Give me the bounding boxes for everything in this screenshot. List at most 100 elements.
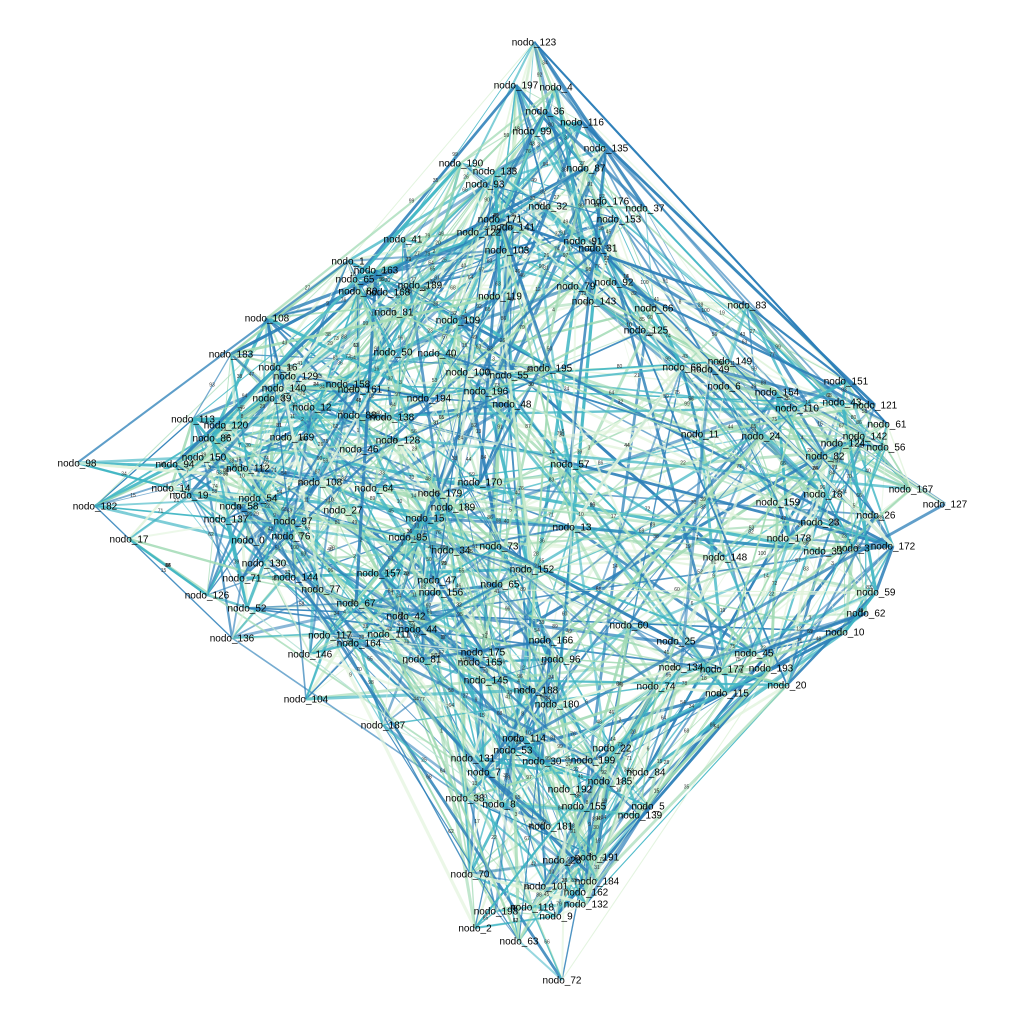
edge-weight-label: 34 — [319, 385, 325, 391]
graph-edge — [463, 771, 486, 799]
edge-weight-label: 44 — [466, 457, 472, 463]
edge-weight-label: 46 — [456, 584, 462, 590]
edge-weight-label: 86 — [487, 515, 493, 521]
edge-weight-label: 27 — [463, 694, 469, 700]
node-label: nodo_196 — [464, 387, 509, 398]
edge-weight-label: 14 — [521, 247, 527, 253]
graph-edge — [611, 666, 772, 750]
edge-weight-label: 79 — [425, 252, 431, 258]
graph-edge — [174, 463, 248, 609]
edge-weight-label: 85 — [571, 878, 577, 884]
edge-weight-label: 32 — [285, 570, 291, 576]
graph-edge — [478, 218, 621, 483]
graph-edge — [416, 628, 544, 762]
graph-edge — [533, 41, 888, 425]
graph-edge — [440, 582, 501, 594]
graph-edge — [556, 442, 844, 705]
edge-weight-label: 17 — [513, 918, 519, 924]
graph-edge — [309, 383, 349, 655]
edge-weight-label: 46 — [858, 608, 864, 614]
edge-weight-label: 8 — [448, 508, 451, 514]
edge-weight-label: 3 — [564, 136, 567, 142]
graph-edge — [721, 652, 755, 670]
edge-weight-label: 13 — [581, 291, 587, 297]
edge-weight-label: 2 — [605, 261, 608, 267]
graph-edge — [681, 365, 725, 388]
graph-edge — [729, 360, 877, 516]
graph-edge — [474, 666, 682, 929]
graph-edge — [646, 666, 683, 807]
graph-edge — [174, 463, 407, 617]
edge-weight-label: 34 — [396, 594, 402, 600]
edge-weight-label: 3 — [809, 616, 812, 622]
edge-weight-label: 59 — [504, 133, 510, 139]
edge-weight-label: 19 — [595, 839, 601, 845]
edge-weight-label: 65 — [751, 424, 757, 430]
node-label: nodo_168 — [366, 288, 411, 299]
node-label: nodo_114 — [502, 734, 546, 745]
edge-weight-label: 87 — [315, 470, 321, 476]
edge-weight-label: 15 — [462, 343, 468, 349]
graph-edge — [387, 633, 521, 942]
edge-weight-label: 79 — [406, 257, 412, 263]
edge-weight-label: 3 — [708, 366, 711, 372]
node-label: nodo_26 — [857, 511, 896, 522]
node-label: nodo_185 — [588, 777, 633, 788]
node-label: nodo_122 — [457, 228, 502, 239]
edge-weight-label: 15 — [236, 458, 242, 464]
graph-edge — [206, 518, 227, 596]
edge-weight-label: 81 — [335, 520, 341, 526]
node-label: nodo_12 — [293, 403, 332, 414]
node-label: nodo_155 — [562, 802, 607, 813]
graph-edge — [534, 434, 763, 692]
graph-edge — [169, 418, 195, 489]
edge-weight-label: 26 — [812, 466, 818, 472]
edge-weight-label: 71 — [548, 513, 554, 519]
node-label: nodo_149 — [708, 357, 753, 368]
node-label: nodo_167 — [889, 485, 934, 496]
edge-weight-label: 32 — [379, 277, 385, 283]
edge-weight-label: 82 — [748, 530, 754, 536]
graph-edge — [584, 666, 683, 893]
graph-edge — [495, 910, 520, 942]
edge-weight-label: 100 — [290, 545, 299, 551]
graph-edge — [788, 536, 894, 548]
edge-weight-label: 74 — [212, 484, 218, 490]
graph-edge — [556, 366, 683, 705]
edge-weight-label: 99 — [665, 357, 671, 363]
edge-weight-label: 29 — [412, 447, 418, 453]
edge-weight-label: 84 — [829, 471, 835, 477]
graph-edge — [777, 446, 887, 503]
node-label: nodo_179 — [418, 489, 463, 500]
graph-edge — [729, 360, 887, 448]
node-label: nodo_110 — [775, 404, 819, 415]
node-label: nodo_4 — [539, 83, 573, 94]
edge-weight-label: 96 — [247, 512, 253, 518]
graph-edge — [356, 413, 500, 548]
edge-weight-label: 33 — [700, 505, 706, 511]
node-label: nodo_22 — [593, 744, 632, 755]
edge-weight-label: 35 — [539, 559, 545, 565]
edge-weight-label: 2 — [360, 538, 363, 544]
edge-weight-label: 69 — [807, 629, 813, 635]
edge-weight-label: 42 — [531, 862, 537, 868]
node-label: nodo_181 — [529, 822, 574, 833]
graph-edge — [211, 437, 390, 635]
edge-weight-label: 58 — [448, 688, 454, 694]
edge-weight-label: 35 — [433, 178, 439, 184]
node-label: nodo_55 — [490, 371, 529, 382]
node-label: nodo_5 — [631, 802, 665, 813]
edge-weight-label: 86 — [710, 723, 716, 729]
edge-weight-label: 92 — [476, 304, 482, 310]
edge-weight-label: 14 — [805, 400, 811, 406]
edge-weight-label: 98 — [647, 332, 653, 338]
graph-edge — [595, 667, 773, 858]
graph-edge — [498, 295, 534, 570]
edge-weight-label: 5 — [853, 504, 856, 510]
graph-edge — [375, 86, 557, 271]
node-label: nodo_56 — [867, 443, 906, 454]
edge-weight-label: 89 — [878, 516, 884, 522]
edge-weight-label: 17 — [440, 635, 446, 641]
graph-edge — [786, 442, 844, 686]
node-label: nodo_144 — [274, 573, 319, 584]
